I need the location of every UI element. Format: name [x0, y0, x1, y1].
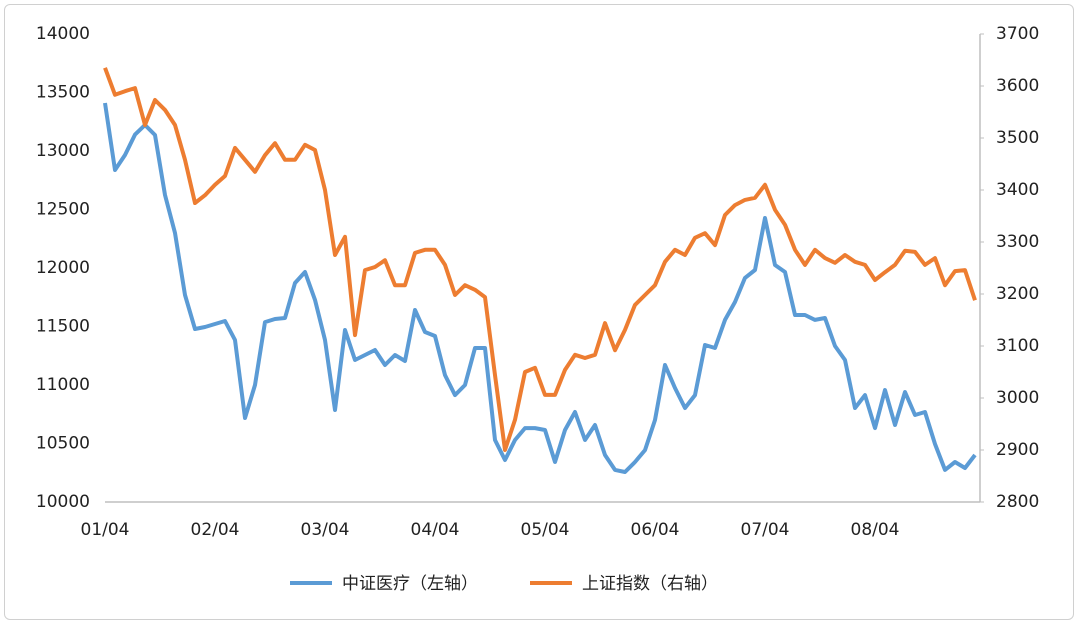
y2-tick-label: 3400: [996, 180, 1039, 200]
y2-tick-label: 3100: [996, 336, 1039, 356]
y2-tick-label: 2900: [996, 440, 1039, 460]
x-tick-label: 03/04: [301, 520, 350, 540]
y2-tick-label: 3600: [996, 76, 1039, 96]
y2-tick-label: 3300: [996, 232, 1039, 252]
x-tick-label: 08/04: [851, 520, 900, 540]
x-tick-label: 06/04: [631, 520, 680, 540]
y-tick-label: 11500: [36, 317, 90, 337]
y2-tick-label: 3700: [996, 24, 1039, 44]
y-tick-label: 10500: [36, 434, 90, 454]
y-tick-label: 11000: [36, 375, 90, 395]
x-tick-label: 04/04: [411, 520, 460, 540]
y-tick-label: 13000: [36, 141, 90, 161]
y2-tick-label: 3000: [996, 388, 1039, 408]
legend-label: 上证指数（右轴）: [582, 574, 718, 594]
y2-tick-label: 3200: [996, 284, 1039, 304]
x-tick-label: 05/04: [521, 520, 570, 540]
y-tick-label: 12000: [36, 258, 90, 278]
y-tick-label: 14000: [36, 24, 90, 44]
y2-tick-label: 2800: [996, 492, 1039, 512]
frame: [4, 4, 1074, 620]
y-tick-label: 10000: [36, 492, 90, 512]
legend-label: 中证医疗（左轴）: [342, 574, 478, 594]
x-tick-label: 01/04: [81, 520, 130, 540]
series-line: [103, 67, 977, 452]
y-tick-label: 13500: [36, 83, 90, 103]
series-line: [103, 102, 977, 474]
x-tick-label: 02/04: [191, 520, 240, 540]
y-tick-label: 12500: [36, 200, 90, 220]
y2-tick-label: 3500: [996, 128, 1039, 148]
x-tick-label: 07/04: [741, 520, 790, 540]
